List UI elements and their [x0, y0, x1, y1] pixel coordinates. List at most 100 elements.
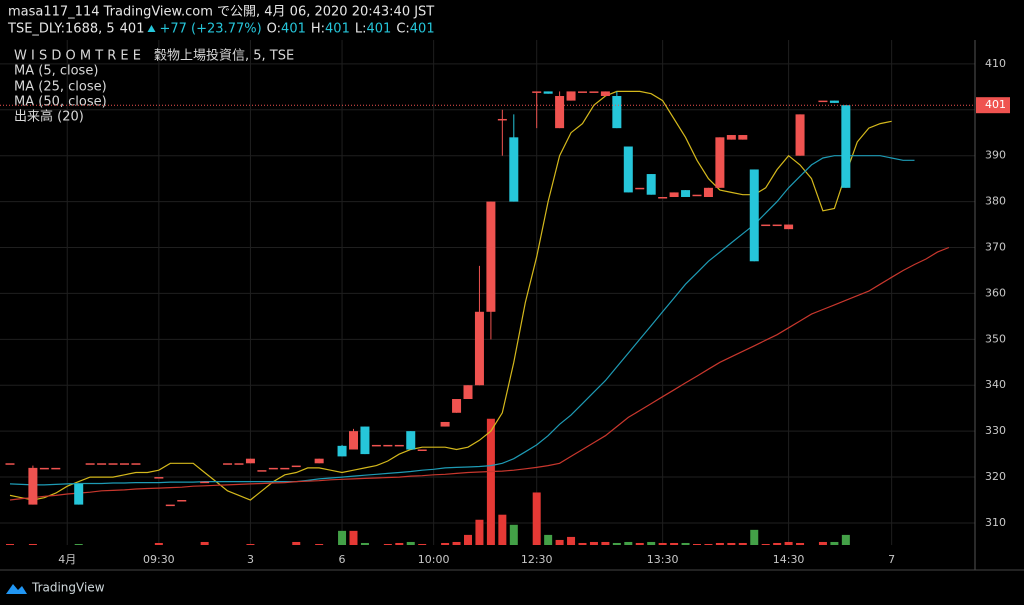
volume-bar [292, 541, 301, 545]
price-change: +77 (+23.77%) [159, 22, 261, 37]
candle-body [177, 500, 187, 502]
last-price: 401 [120, 22, 145, 37]
candle-body [257, 470, 267, 472]
ohlc-label: O: [267, 22, 281, 37]
candle-body [200, 481, 210, 484]
candle-body [486, 201, 496, 312]
y-tick-label: 390 [985, 149, 1006, 162]
ma-line [9, 90, 892, 501]
x-tick-label: 14:30 [773, 553, 805, 566]
volume-bar [475, 519, 484, 545]
ohlc-value: 401 [281, 22, 306, 37]
plot-area [0, 40, 975, 545]
candle-body [97, 463, 107, 465]
candle-body [532, 91, 542, 93]
ohlc-label: H: [311, 22, 325, 37]
legend-entry: MA (5, close) [14, 64, 98, 79]
symbol: TSE_DLY:1688, 5 [7, 22, 115, 37]
volume-bar [383, 543, 392, 545]
candle-body [452, 399, 462, 413]
volume-bar [624, 541, 633, 545]
candle-body [85, 463, 95, 465]
instrument-legend: W I S D O M T R E E 穀物上場投資信, 5, TSE [14, 48, 294, 64]
brand-logo: TradingView [6, 581, 105, 595]
volume-bar [761, 543, 770, 545]
candle-body [108, 463, 118, 465]
candle-body [715, 137, 725, 188]
candle-body [234, 463, 244, 465]
candle-body [337, 445, 347, 457]
candle-body [154, 477, 164, 479]
candle-body [578, 91, 587, 93]
candle-body [784, 224, 794, 230]
volume-bar [28, 543, 37, 545]
volume-bar [154, 542, 163, 545]
x-tick-label: 6 [339, 553, 346, 566]
header-title: masa117_114 TradingView.com で公開, 4月 06, … [8, 5, 434, 20]
volume-bar [74, 543, 83, 545]
legend-entry: MA (25, close) [14, 80, 107, 95]
volume-bar [796, 542, 805, 545]
volume-bar [452, 541, 461, 545]
volume-bar [658, 542, 667, 545]
candle-body [681, 190, 691, 198]
y-tick-label: 350 [985, 332, 1006, 345]
candle-body [165, 504, 175, 507]
candle-body [349, 431, 358, 450]
candle-body [646, 174, 656, 195]
candle-body [394, 444, 404, 447]
volume-bar [498, 514, 507, 545]
x-tick-label: 3 [247, 553, 254, 566]
last-price-label: 401 [985, 98, 1006, 111]
candle-body [291, 465, 301, 468]
candle-body [120, 463, 129, 465]
volume-bar [612, 542, 621, 545]
y-tick-label: 310 [985, 516, 1006, 529]
volume-bar [349, 530, 358, 545]
brand-name: TradingView [31, 581, 105, 595]
candle-body [772, 224, 782, 227]
candle-body [417, 449, 427, 452]
volume-bar [704, 543, 713, 545]
x-tick-label: 4月 [58, 553, 76, 566]
ohlc-label: C: [396, 22, 409, 37]
x-tick-label: 10:00 [418, 553, 450, 566]
candle-body [406, 431, 416, 450]
volume-bar [338, 530, 347, 545]
volume-bar [315, 543, 324, 545]
candle-body [635, 187, 645, 190]
candle-body [51, 467, 61, 470]
legend-entry: MA (50, close) [14, 95, 107, 110]
y-tick-label: 320 [985, 470, 1006, 483]
volume-bar [6, 543, 14, 545]
candle-body [566, 91, 576, 101]
ohlc-value: 401 [325, 22, 350, 37]
volume-bar [727, 542, 736, 545]
ohlc-value: 401 [410, 22, 435, 37]
volume-bar [773, 542, 782, 545]
x-tick-label: 09:30 [143, 553, 175, 566]
ma-line [9, 246, 950, 501]
volume-bar [360, 542, 369, 545]
volume-bar [509, 524, 518, 545]
volume-bar [418, 543, 427, 545]
volume-bar [784, 541, 793, 545]
candle-body [795, 114, 805, 156]
volume-bar [818, 541, 827, 545]
candle-body [703, 187, 713, 198]
candle-body [474, 311, 484, 386]
candle-body [623, 146, 633, 193]
x-tick-label: 13:30 [647, 553, 679, 566]
y-tick-label: 380 [985, 195, 1006, 208]
candle-body [761, 224, 771, 227]
quote-line: TSE_DLY:1688, 5 401 +77 (+23.77%) O: 401 H: 40… [7, 22, 435, 37]
volume-bar [486, 418, 495, 545]
candle-body [463, 385, 473, 400]
candle-body [39, 467, 49, 470]
brand-icon [6, 584, 27, 594]
candle-body [74, 483, 84, 505]
volume-bar [670, 542, 679, 545]
volume-bar [544, 534, 553, 545]
